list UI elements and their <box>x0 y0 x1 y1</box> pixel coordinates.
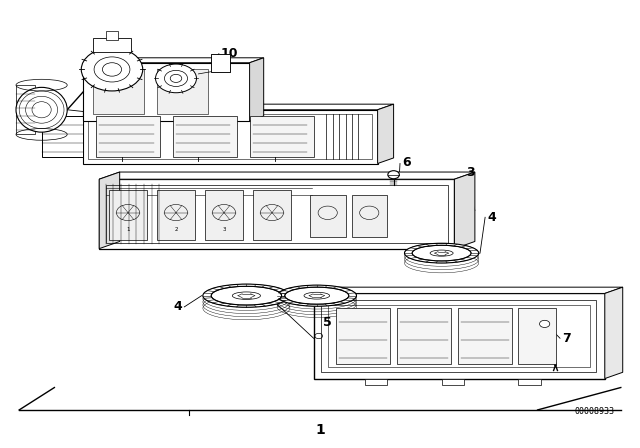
Bar <box>106 185 448 243</box>
Bar <box>310 195 346 237</box>
Polygon shape <box>83 58 264 63</box>
Bar <box>106 31 118 40</box>
Polygon shape <box>454 172 475 249</box>
Polygon shape <box>250 58 264 121</box>
Bar <box>336 308 390 364</box>
Text: 4: 4 <box>173 300 182 314</box>
Bar <box>93 69 144 114</box>
Ellipse shape <box>412 246 471 261</box>
Bar <box>314 293 605 379</box>
Bar <box>157 69 208 114</box>
Polygon shape <box>605 287 623 379</box>
Bar <box>442 379 464 385</box>
Ellipse shape <box>404 243 479 263</box>
Ellipse shape <box>388 171 399 179</box>
Text: 2: 2 <box>262 293 271 307</box>
Ellipse shape <box>94 57 130 82</box>
Bar <box>93 38 131 52</box>
Bar <box>99 179 454 249</box>
Bar <box>211 54 230 72</box>
Text: 5: 5 <box>323 316 332 329</box>
Bar <box>83 110 378 164</box>
Bar <box>96 116 160 157</box>
Polygon shape <box>378 104 394 164</box>
Ellipse shape <box>164 70 188 86</box>
Ellipse shape <box>540 320 550 327</box>
Bar <box>518 308 557 364</box>
Bar <box>205 190 243 240</box>
Text: 3: 3 <box>466 166 474 179</box>
Text: 00008933: 00008933 <box>575 407 614 416</box>
Ellipse shape <box>81 48 143 91</box>
Bar <box>83 63 250 121</box>
Bar <box>42 116 83 157</box>
Bar <box>16 85 35 134</box>
Bar <box>211 54 230 72</box>
Bar <box>518 379 541 385</box>
Text: 4: 4 <box>488 211 497 224</box>
Polygon shape <box>99 172 120 249</box>
Bar <box>88 114 372 159</box>
Ellipse shape <box>211 286 282 305</box>
Bar <box>321 300 596 372</box>
Ellipse shape <box>277 285 356 306</box>
Bar <box>458 308 512 364</box>
Bar <box>173 116 237 157</box>
Text: 2: 2 <box>174 227 178 233</box>
Bar <box>397 308 451 364</box>
Polygon shape <box>83 104 394 110</box>
Bar <box>109 190 147 240</box>
Bar <box>250 116 314 157</box>
Text: 3: 3 <box>222 227 226 233</box>
Ellipse shape <box>156 64 196 93</box>
Bar <box>328 305 590 367</box>
Text: 1: 1 <box>126 227 130 233</box>
Text: 7: 7 <box>562 332 571 345</box>
Text: 1: 1 <box>315 423 325 437</box>
Bar <box>253 190 291 240</box>
Bar <box>365 379 387 385</box>
Text: 8: 8 <box>86 106 95 120</box>
Ellipse shape <box>16 87 67 132</box>
Text: 9: 9 <box>113 40 122 54</box>
Ellipse shape <box>285 287 349 304</box>
Bar <box>157 190 195 240</box>
Bar <box>352 195 387 237</box>
Polygon shape <box>99 172 475 179</box>
Text: 6: 6 <box>402 155 410 169</box>
Text: 10: 10 <box>221 47 238 60</box>
Polygon shape <box>314 287 623 293</box>
Ellipse shape <box>203 284 290 307</box>
